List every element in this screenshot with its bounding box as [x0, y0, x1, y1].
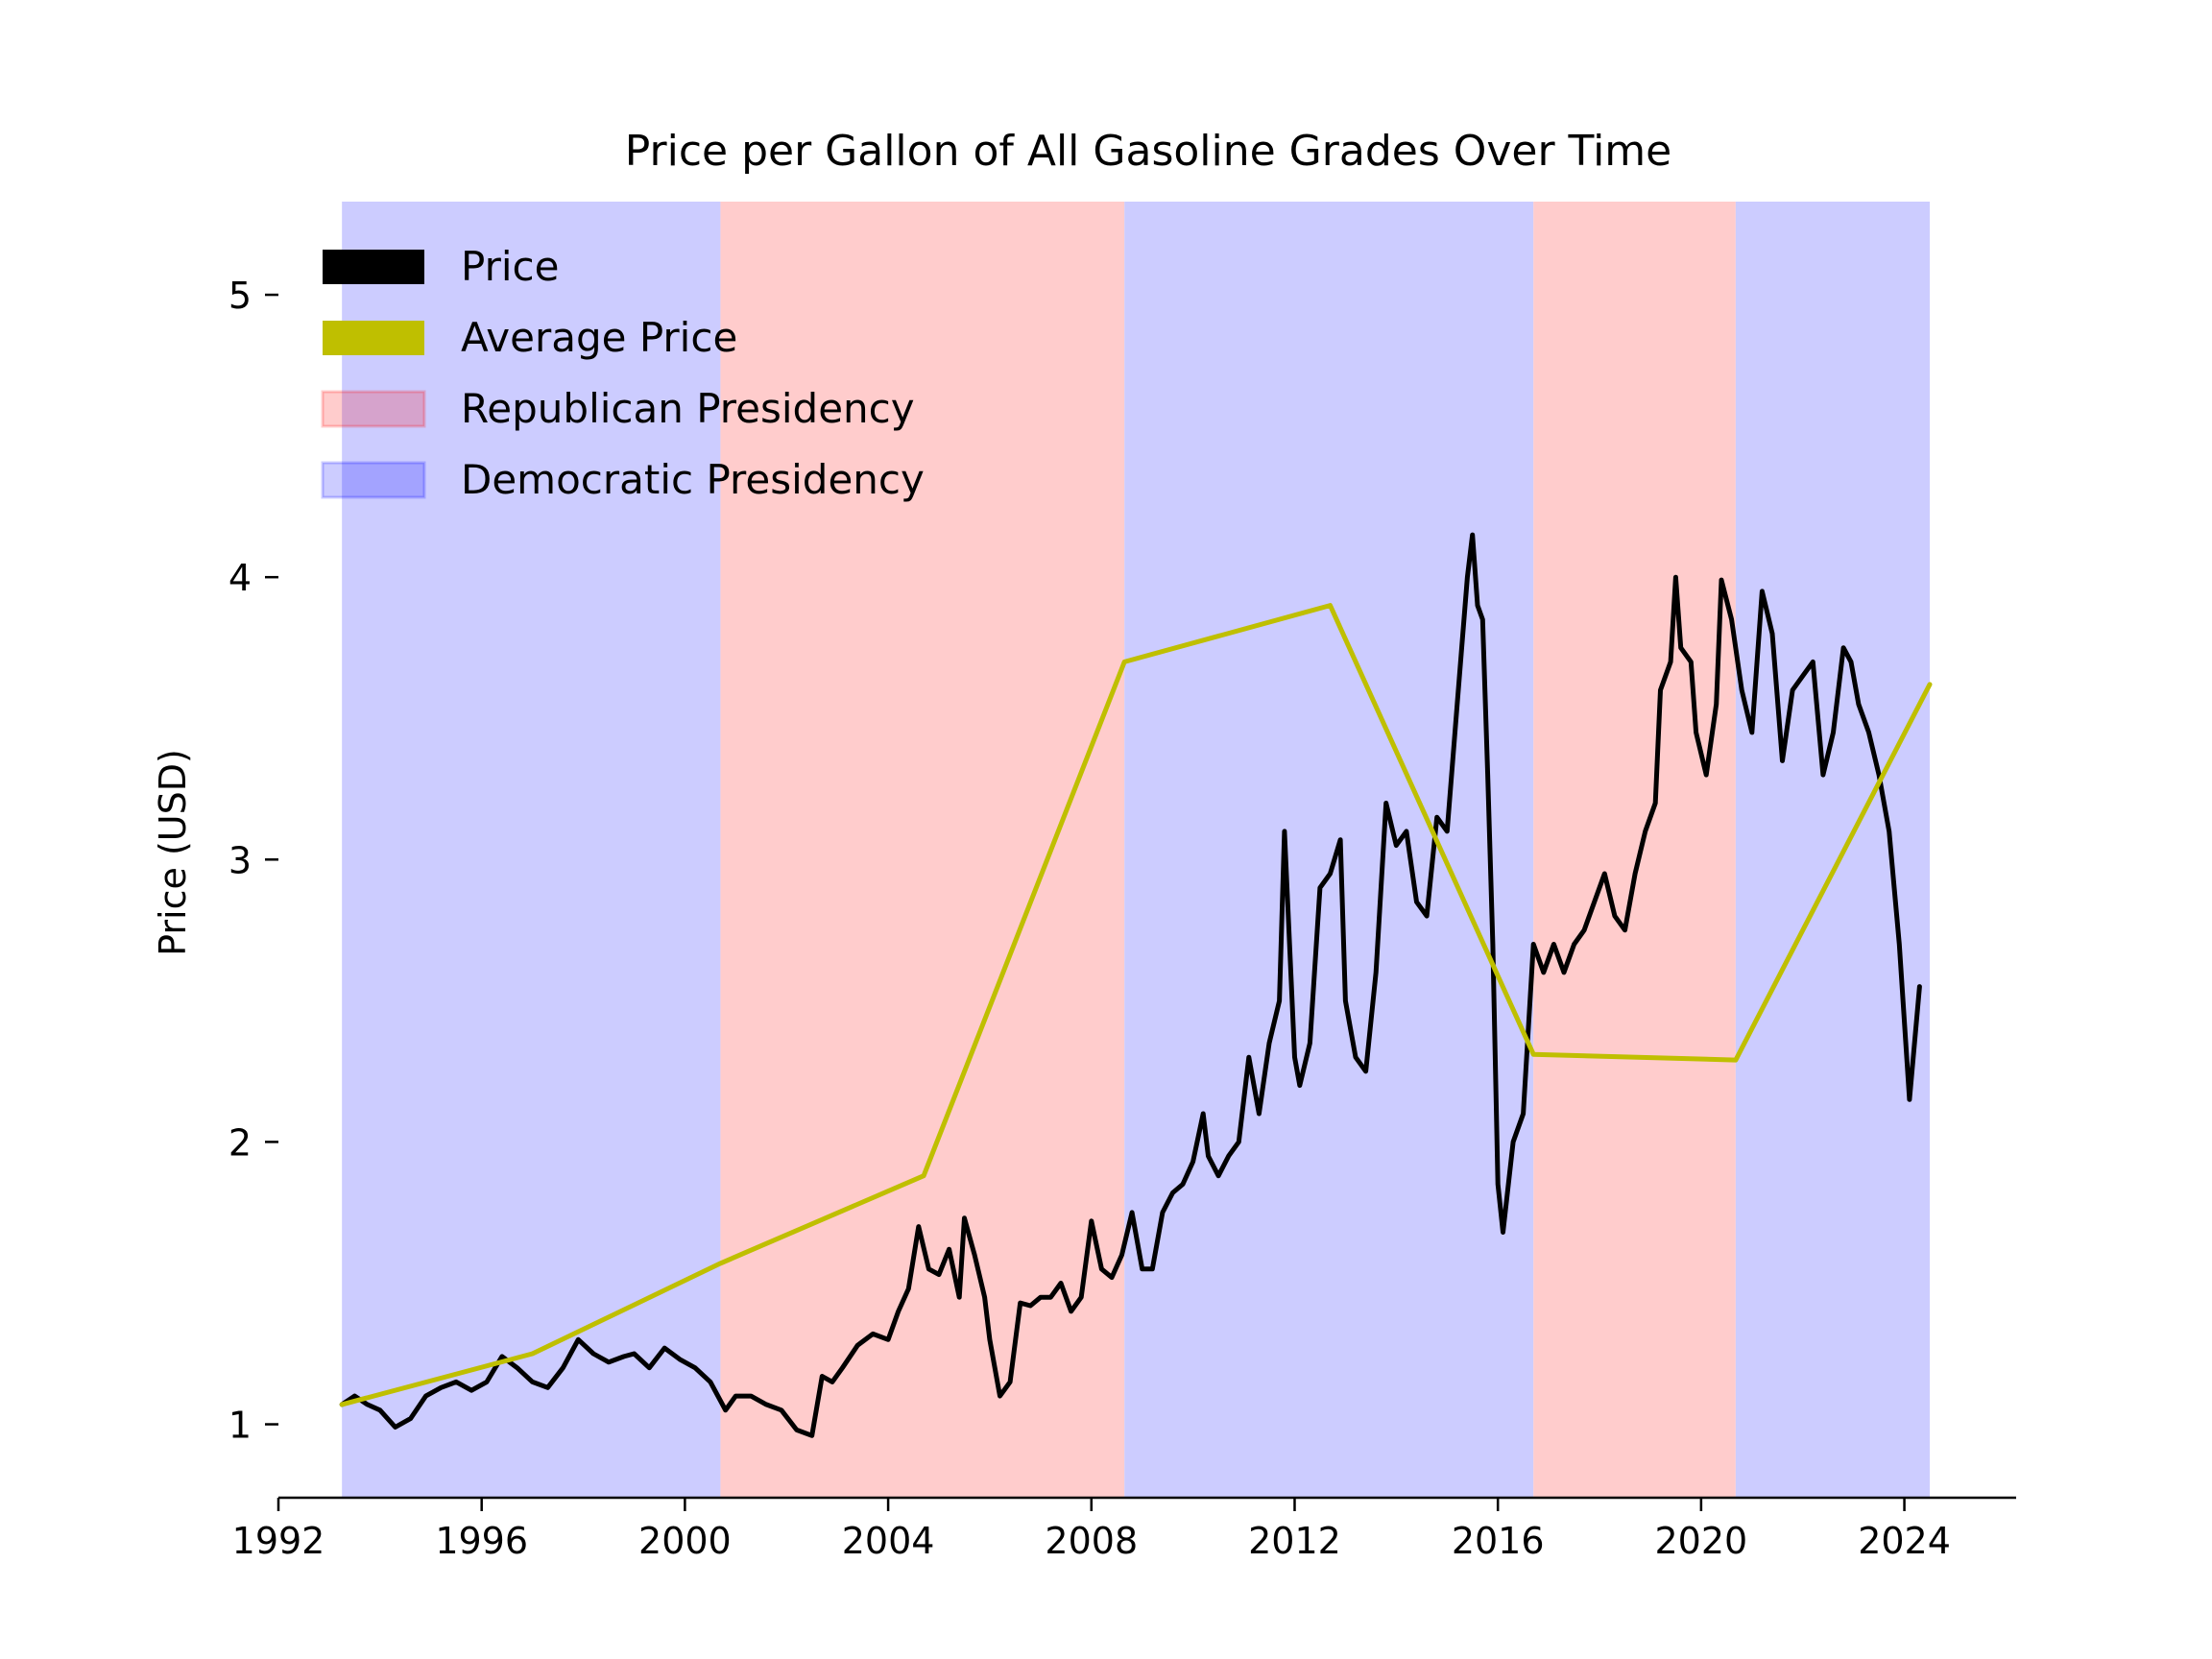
region-democratic-4 — [1735, 202, 1931, 1498]
axes: 1992 1996 2000 2004 2008 2012 2016 2020 2024 1 2 3 4… — [228, 275, 2016, 1562]
legend-label-price: Price — [461, 243, 559, 290]
legend-swatch-price — [323, 250, 424, 284]
x-tick-label-2020: 2020 — [1655, 1520, 1748, 1562]
y-axis-label: Price (USD) — [152, 749, 194, 956]
series-line-average-price — [339, 603, 1933, 1407]
legend: Price Average Price Republican Presidency D… — [321, 243, 925, 503]
data-lines — [339, 532, 1933, 1438]
y-tick-label-4: 4 — [228, 557, 252, 599]
legend-swatch-average-price — [323, 321, 424, 355]
x-tick-label-2008: 2008 — [1045, 1520, 1138, 1562]
x-tick-label-2004: 2004 — [842, 1520, 935, 1562]
region-democratic-2 — [1124, 202, 1534, 1498]
legend-label-republican-presidency: Republican Presidency — [461, 385, 915, 432]
legend-swatch-democratic-presidency — [321, 461, 426, 499]
presidency-regions — [342, 202, 1931, 1498]
region-democratic-0 — [342, 202, 721, 1498]
y-tick-label-2: 2 — [228, 1121, 252, 1164]
y-tick-label-5: 5 — [228, 275, 252, 317]
legend-label-democratic-presidency: Democratic Presidency — [461, 456, 925, 503]
x-tick-label-2012: 2012 — [1248, 1520, 1341, 1562]
x-tick-label-2000: 2000 — [638, 1520, 732, 1562]
legend-swatch-republican-presidency — [321, 390, 426, 428]
legend-label-average-price: Average Price — [461, 314, 737, 361]
x-tick-label-2016: 2016 — [1452, 1520, 1545, 1562]
x-tick-label-1996: 1996 — [435, 1520, 528, 1562]
x-tick-label-2024: 2024 — [1858, 1520, 1951, 1562]
chart-title: Price per Gallon of All Gasoline Grades … — [625, 127, 1671, 176]
series-line-price — [339, 532, 1922, 1438]
x-tick-label-1992: 1992 — [232, 1520, 325, 1562]
y-tick-label-1: 1 — [228, 1405, 252, 1447]
region-republican-1 — [720, 202, 1125, 1498]
region-republican-3 — [1533, 202, 1736, 1498]
y-tick-label-3: 3 — [228, 839, 252, 881]
